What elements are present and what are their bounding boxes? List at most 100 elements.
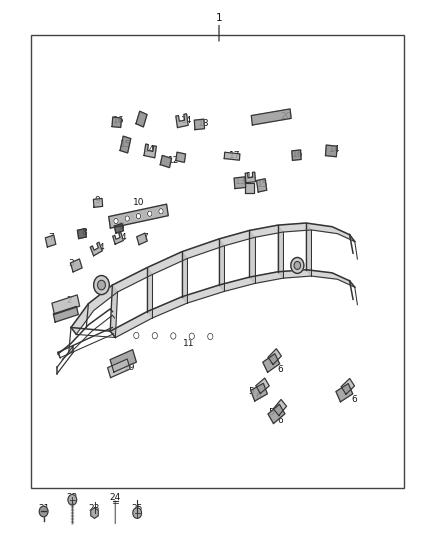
Circle shape [208,333,213,340]
Text: 2: 2 [66,296,72,305]
Text: 23: 23 [89,504,100,513]
Text: 7: 7 [49,233,54,242]
Polygon shape [110,285,117,337]
Polygon shape [245,183,254,193]
Text: 6: 6 [255,392,261,401]
Circle shape [68,495,77,505]
Text: 13: 13 [235,177,247,186]
Polygon shape [234,177,246,189]
Polygon shape [182,252,187,303]
Text: 14: 14 [144,146,155,155]
Polygon shape [137,233,147,245]
Text: 4: 4 [120,233,126,242]
Text: 18: 18 [198,119,209,128]
Polygon shape [176,152,186,163]
Polygon shape [109,204,168,228]
Text: 1: 1 [215,13,223,23]
Polygon shape [91,508,98,519]
Polygon shape [268,404,285,424]
Polygon shape [120,136,131,153]
Polygon shape [250,230,254,284]
Polygon shape [53,306,78,322]
Circle shape [189,333,194,340]
Text: 19: 19 [124,363,135,372]
Text: 6: 6 [277,366,283,374]
Polygon shape [292,150,301,160]
Polygon shape [306,223,311,276]
Polygon shape [224,152,240,160]
Text: 16: 16 [113,116,125,125]
Text: 5: 5 [268,358,274,367]
Text: 7: 7 [142,233,148,242]
Polygon shape [273,399,286,416]
Polygon shape [108,359,130,378]
Polygon shape [263,354,279,372]
Circle shape [294,262,300,269]
Text: 8: 8 [81,228,87,237]
Polygon shape [112,117,121,127]
Circle shape [148,211,152,216]
Text: 6: 6 [277,416,283,425]
Text: 15: 15 [120,140,131,149]
Text: 20: 20 [281,112,292,122]
Polygon shape [71,259,82,272]
Circle shape [159,208,163,214]
Polygon shape [110,270,355,337]
Text: 6: 6 [351,394,357,403]
Circle shape [125,216,129,221]
Polygon shape [147,268,152,318]
Polygon shape [251,109,291,125]
Polygon shape [278,225,283,278]
Text: 25: 25 [131,504,143,513]
Text: 22: 22 [67,492,78,502]
Polygon shape [176,114,188,127]
Bar [31,35,404,488]
Polygon shape [114,223,124,233]
Text: 14: 14 [246,172,258,181]
Text: 24: 24 [110,492,121,502]
Text: 14: 14 [328,146,340,155]
Text: 3: 3 [68,260,74,268]
Polygon shape [336,384,353,402]
Text: 5: 5 [268,408,274,417]
Circle shape [171,333,176,339]
Polygon shape [251,383,267,401]
Polygon shape [257,179,267,192]
Text: 16: 16 [292,150,303,159]
Circle shape [134,332,139,338]
Circle shape [133,508,141,519]
Circle shape [114,219,118,224]
Polygon shape [110,350,136,372]
Text: 11: 11 [183,339,194,348]
Circle shape [94,276,110,295]
Text: 8: 8 [118,222,124,231]
Polygon shape [113,232,124,244]
Text: 12: 12 [168,156,179,165]
Text: 9: 9 [94,196,100,205]
Polygon shape [256,378,269,393]
Polygon shape [52,295,80,314]
Text: 14: 14 [180,116,192,125]
Circle shape [136,214,141,219]
Polygon shape [341,378,354,394]
Text: 15: 15 [257,180,268,189]
Polygon shape [46,235,56,247]
Polygon shape [71,223,355,334]
Circle shape [98,280,106,290]
Circle shape [291,257,304,273]
Polygon shape [78,229,86,239]
Text: 4: 4 [99,244,104,253]
Polygon shape [93,198,102,207]
Polygon shape [194,119,205,130]
Polygon shape [144,144,156,158]
Text: 5: 5 [343,386,348,395]
Polygon shape [268,349,281,365]
Text: 5: 5 [249,386,254,395]
Polygon shape [245,172,255,183]
Polygon shape [136,111,147,127]
Text: 10: 10 [133,198,144,207]
Polygon shape [219,239,224,292]
Text: 21: 21 [38,504,49,513]
Circle shape [39,506,48,517]
Polygon shape [160,156,172,168]
